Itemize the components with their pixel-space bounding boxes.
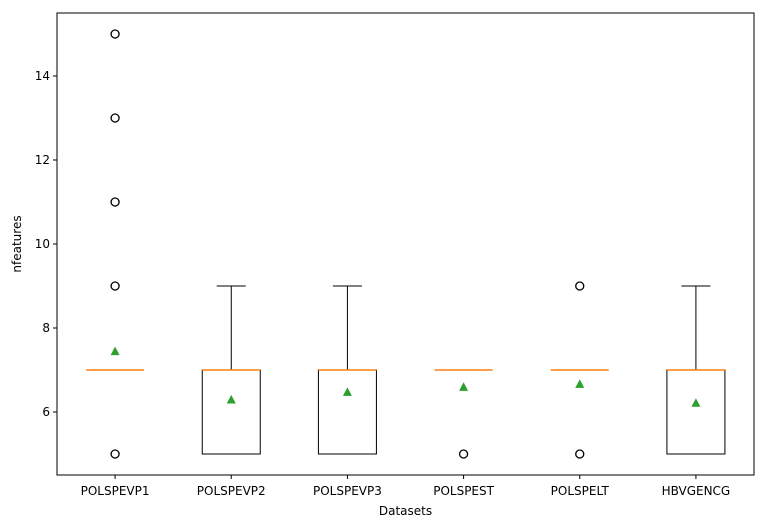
mean-marker (342, 387, 352, 396)
box-group-polspest (434, 369, 493, 459)
outlier-point (110, 197, 120, 207)
y-tick-label: 6 (42, 405, 50, 419)
x-tick-label: HBVGENCG (662, 484, 731, 498)
box-group-polspevp2 (201, 285, 261, 455)
plot-area (56, 12, 755, 476)
x-axis-label: Datasets (379, 504, 432, 518)
x-tick-label: POLSPEST (433, 484, 494, 498)
mean-marker (575, 379, 585, 388)
box-group-polspelt (550, 281, 609, 459)
box-group-polspevp3 (317, 285, 377, 455)
outlier-point (575, 281, 585, 291)
y-tick-label: 10 (35, 237, 50, 251)
outlier-point (110, 449, 120, 459)
mean-marker (110, 346, 120, 356)
mean-marker (226, 394, 236, 404)
x-tick-label: POLSPELT (551, 484, 610, 498)
y-tick-label: 12 (35, 153, 50, 167)
x-tick-label: POLSPEVP3 (313, 484, 382, 498)
box-group-hbvgencg (666, 285, 726, 455)
x-tick-label: POLSPEVP2 (197, 484, 266, 498)
outlier-point (458, 449, 469, 459)
outlier-point (110, 281, 120, 291)
y-tick-label: 14 (35, 69, 50, 83)
outlier-point (110, 113, 120, 123)
y-tick-label: 8 (42, 321, 50, 335)
y-axis-label: nfeatures (10, 215, 24, 272)
box-group-polspevp1 (86, 29, 145, 459)
mean-marker (691, 398, 701, 407)
outlier-point (110, 29, 120, 39)
mean-marker (459, 382, 469, 391)
x-tick-label: POLSPEVP1 (81, 484, 150, 498)
outlier-point (575, 449, 585, 459)
